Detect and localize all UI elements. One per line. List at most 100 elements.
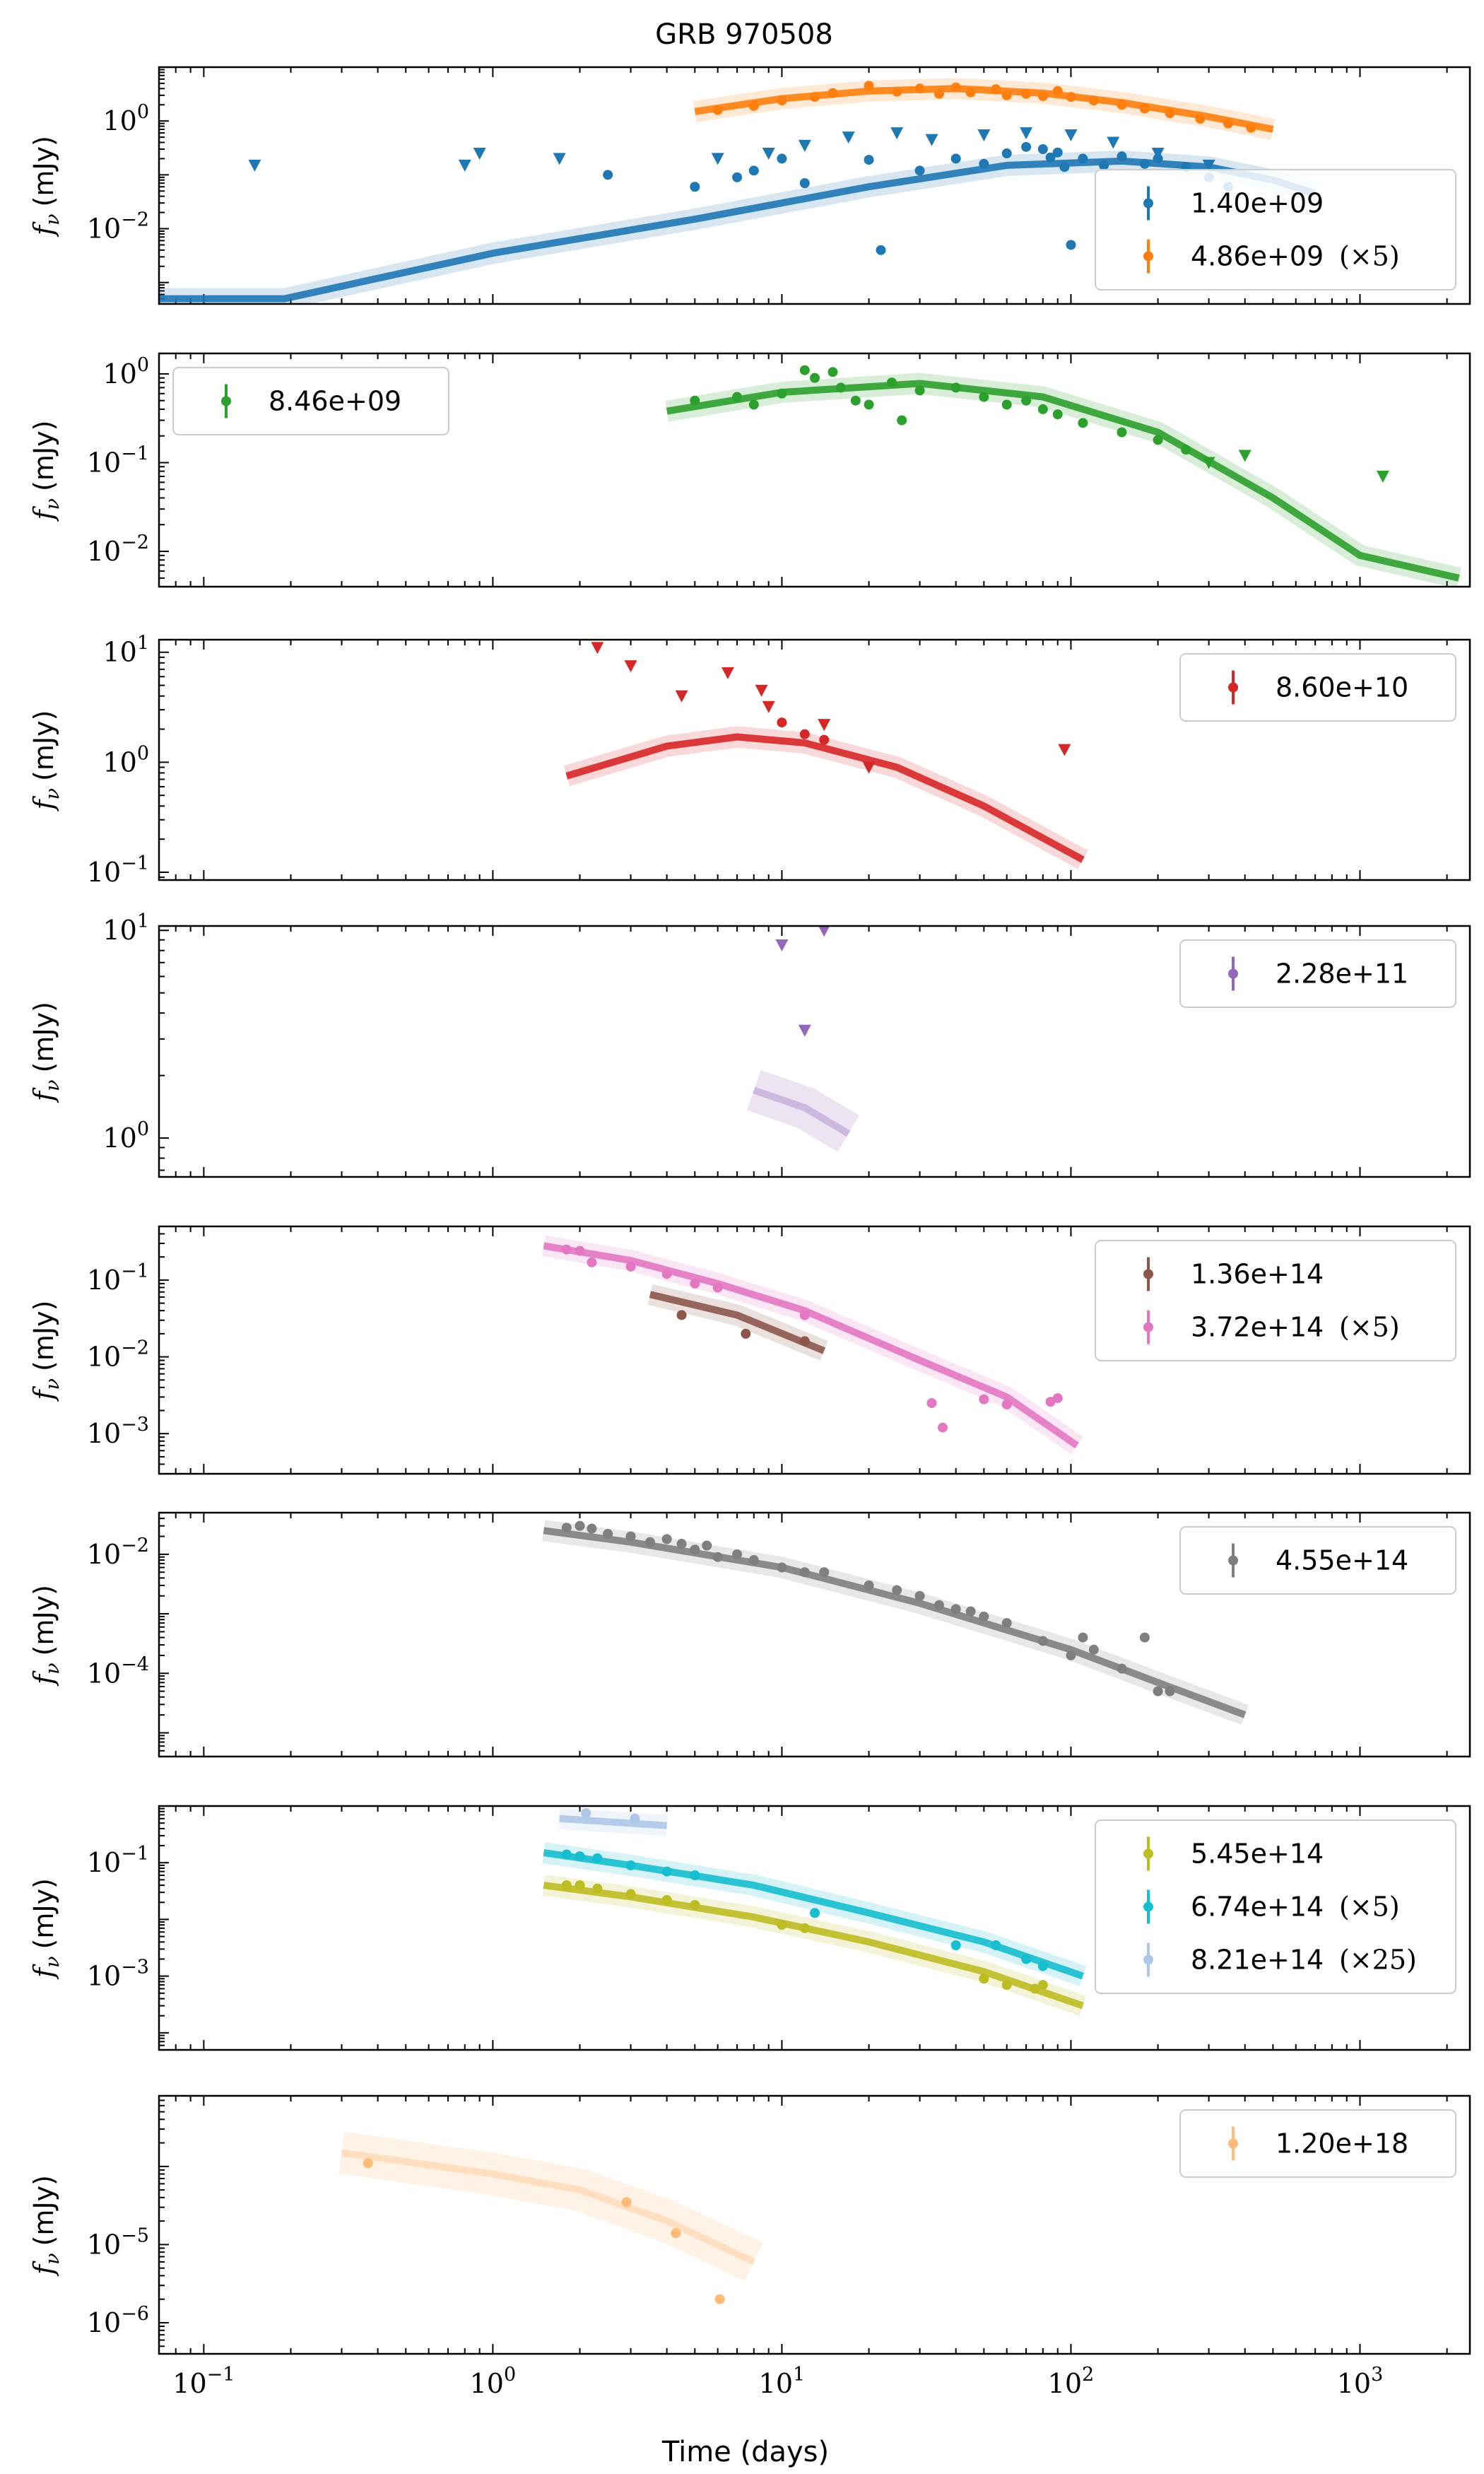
data-point <box>777 1562 787 1573</box>
model-curve <box>649 1291 826 1354</box>
model-curve <box>543 1527 1247 1718</box>
data-point <box>1052 147 1063 158</box>
legend-frame <box>1095 1819 1456 1994</box>
panel-7: 10−110−3fν(mJy)5.45e+146.74e+14 (×5)8.21e… <box>28 1805 1471 2051</box>
y-tick-label: 100 <box>102 1118 149 1154</box>
data-point <box>934 1600 944 1610</box>
upper-limit-marker <box>553 153 566 165</box>
legend-label: 8.46e+09 <box>269 386 401 417</box>
data-point <box>950 82 961 93</box>
y-tick-label-exponent: −2 <box>121 1337 149 1359</box>
data-point <box>1030 1983 1040 1994</box>
data-point <box>950 382 961 393</box>
y-axis-label: fν(mJy) <box>28 1002 64 1103</box>
upper-limit-marker <box>458 159 471 172</box>
legend-label: 4.86e+09 <box>1191 241 1324 272</box>
y-axis-label: fν(mJy) <box>28 1878 64 1980</box>
data-point <box>1001 1980 1012 1991</box>
data-point <box>777 1920 787 1930</box>
upper-limit-marker <box>1020 127 1033 140</box>
y-tick-label: 10−1 <box>87 1843 149 1878</box>
y-axis-label: fν(mJy) <box>28 1301 64 1402</box>
y-axis-label-unit: (mJy) <box>28 710 59 781</box>
model-curve <box>559 1815 668 1829</box>
legend-frame <box>1179 653 1456 722</box>
legend: 2.28e+11 <box>1179 939 1456 1008</box>
data-point <box>979 1974 989 1984</box>
model-curve <box>666 380 1460 582</box>
data-point <box>965 1606 976 1617</box>
y-tick-label-base: 10 <box>102 358 136 389</box>
y-axis-label-nu: ν <box>42 2253 64 2264</box>
x-tick-label: 100 <box>470 2364 517 2399</box>
y-tick-label-base: 10 <box>87 1539 121 1570</box>
y-axis-label-nu: ν <box>42 1663 64 1674</box>
data-point <box>732 1549 743 1559</box>
legend-frame <box>1179 939 1456 1008</box>
legend-marker <box>1143 1901 1153 1912</box>
data-point <box>676 1310 687 1320</box>
data-point <box>1117 427 1127 438</box>
legend-frame <box>1095 169 1456 291</box>
data-point <box>561 1880 572 1891</box>
y-axis-label-unit: (mJy) <box>28 136 59 206</box>
upper-limit-marker <box>711 153 724 165</box>
legend-scale-label: (×5) <box>1339 241 1400 272</box>
data-point <box>1037 90 1048 101</box>
data-point <box>732 172 743 182</box>
data-point <box>748 399 759 410</box>
y-axis-label: fν(mJy) <box>28 1585 64 1687</box>
legend-scale-label: (×5) <box>1339 1892 1400 1923</box>
y-tick-label-exponent: −5 <box>121 2224 149 2246</box>
panel-4: 101 100 fν(mJy) 2.28e+11 <box>28 910 1471 1178</box>
legend-marker <box>1228 968 1238 979</box>
upper-limit-marker <box>1202 457 1215 469</box>
data-point <box>1223 118 1233 129</box>
y-tick-label-base: 10 <box>87 536 121 567</box>
y-tick-label-exponent: 0 <box>137 101 149 123</box>
y-tick-label-base: 10 <box>87 1961 121 1992</box>
data-point <box>1066 1650 1076 1660</box>
data-point <box>914 83 925 94</box>
panel-frame <box>158 1225 1471 1475</box>
data-point <box>712 105 723 115</box>
data-point <box>661 1894 672 1905</box>
legend-label: 1.36e+14 <box>1191 1259 1324 1290</box>
y-tick-label-exponent: 1 <box>137 633 149 655</box>
data-point <box>748 100 759 111</box>
y-tick-label: 10−1 <box>87 442 149 478</box>
data-point <box>1037 144 1048 155</box>
data-point <box>950 153 961 164</box>
y-tick-label: 101 <box>102 910 149 946</box>
data-point <box>979 1611 989 1622</box>
y-axis-label: fν(mJy) <box>28 136 64 238</box>
panel-data <box>542 1520 1249 1725</box>
legend-frame <box>1179 2109 1456 2178</box>
panel-5: 10−110−210−3fν(mJy)1.36e+143.72e+14 (×5) <box>28 1225 1471 1475</box>
data-point <box>625 1889 636 1899</box>
upper-limit-marker <box>755 684 768 697</box>
upper-limit-marker <box>473 148 486 160</box>
y-axis-label-nu: ν <box>42 1378 64 1390</box>
data-point <box>777 153 787 164</box>
data-point <box>1139 103 1150 114</box>
x-tick-label: 102 <box>1048 2364 1095 2399</box>
panel-frame <box>158 1805 1471 2051</box>
upper-limit-marker <box>1064 129 1078 141</box>
data-point <box>587 1257 597 1267</box>
legend-label: 1.20e+18 <box>1276 2128 1408 2159</box>
data-point <box>1165 1686 1175 1696</box>
data-point <box>864 399 874 410</box>
data-point <box>819 734 830 745</box>
data-point <box>1066 92 1076 102</box>
data-point <box>1117 1663 1127 1674</box>
panel-data <box>542 1807 1087 2016</box>
data-point <box>714 2294 725 2304</box>
y-tick-label-exponent: −2 <box>121 1535 149 1556</box>
y-tick-label: 10−6 <box>87 2303 149 2338</box>
y-axis-label-nu: ν <box>42 1079 64 1091</box>
data-point <box>934 88 944 99</box>
data-point <box>1052 409 1063 420</box>
upper-limit-marker <box>925 134 938 146</box>
